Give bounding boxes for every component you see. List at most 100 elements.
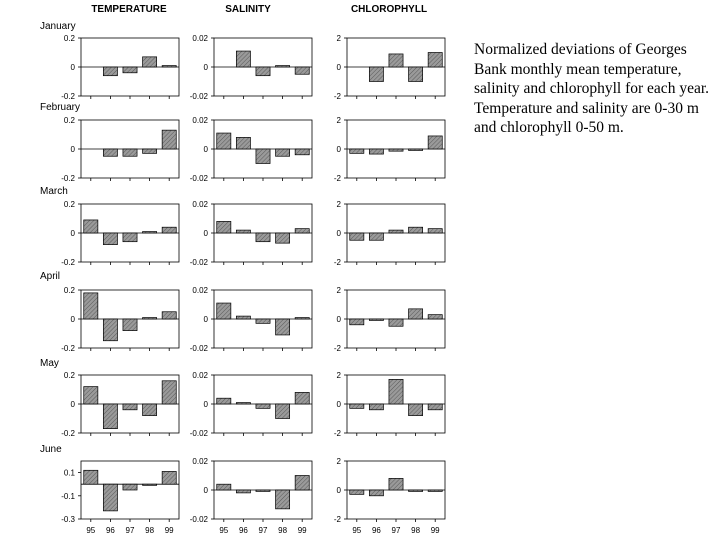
bar-97 <box>122 66 138 74</box>
bar-98 <box>408 308 424 320</box>
bar-96 <box>102 148 118 157</box>
bar-97 <box>388 53 404 68</box>
bar-95 <box>216 302 232 320</box>
x-tick-label: 95 <box>219 526 228 535</box>
bar-96 <box>235 315 251 320</box>
panel-may-salinity: 0.02 0 -0.02 <box>190 371 313 438</box>
y-tick-label: 0 <box>71 315 76 324</box>
figure-caption: Normalized deviations of Georges Bank mo… <box>474 41 710 136</box>
bar-99 <box>427 314 443 320</box>
column-header-chlorophyll: CHLOROPHYLL <box>351 4 427 15</box>
bar-98 <box>142 483 158 486</box>
bar-97 <box>255 232 271 243</box>
bar-95 <box>83 292 99 320</box>
bar-97 <box>122 403 138 411</box>
bar-96 <box>368 318 384 321</box>
bar-98 <box>142 148 158 154</box>
bar-95 <box>349 489 365 495</box>
y-tick-label: 0.2 <box>64 34 76 43</box>
bar-99 <box>427 135 443 150</box>
y-tick-label: -0.2 <box>61 258 75 267</box>
bar-95 <box>83 386 99 405</box>
y-tick-label: 0 <box>71 63 76 72</box>
row-label-january: January <box>40 21 76 32</box>
bar-98 <box>275 148 291 157</box>
bar-96 <box>235 229 251 234</box>
row-label-june: June <box>40 444 62 455</box>
bar-98 <box>142 317 158 320</box>
bar-96 <box>102 66 118 77</box>
y-tick-label: 0 <box>337 63 342 72</box>
y-tick-label: 0.1 <box>64 469 76 478</box>
y-tick-label: 0.2 <box>64 371 76 380</box>
y-tick-label: 0.02 <box>192 286 208 295</box>
bar-96 <box>368 232 384 241</box>
bar-98 <box>142 56 158 68</box>
bar-99 <box>427 228 443 234</box>
y-tick-label: -0.02 <box>190 515 209 524</box>
bar-95 <box>216 483 232 491</box>
bar-99 <box>161 65 177 68</box>
y-tick-label: -0.02 <box>190 344 209 353</box>
bar-98 <box>408 66 424 82</box>
bar-97 <box>122 318 138 331</box>
x-tick-label: 99 <box>298 526 307 535</box>
bar-99 <box>294 148 310 156</box>
y-tick-label: 0 <box>204 400 209 409</box>
y-tick-label: 2 <box>337 286 342 295</box>
bar-96 <box>368 148 384 155</box>
panel-april-chlorophyll: 2 0 -2 <box>334 286 446 353</box>
bar-96 <box>102 232 118 245</box>
y-tick-label: -0.02 <box>190 92 209 101</box>
x-tick-label: 97 <box>259 526 268 535</box>
x-tick-label: 96 <box>106 526 115 535</box>
bar-97 <box>255 148 271 164</box>
bar-97 <box>255 66 271 77</box>
column-header-temperature: TEMPERATURE <box>91 4 167 15</box>
bar-99 <box>294 66 310 75</box>
y-tick-label: 0.2 <box>64 200 76 209</box>
y-tick-label: 2 <box>337 116 342 125</box>
y-tick-label: -0.1 <box>61 492 75 501</box>
y-tick-label: 0 <box>204 229 209 238</box>
x-tick-label: 97 <box>126 526 135 535</box>
bar-98 <box>275 65 291 68</box>
y-tick-label: 0 <box>204 486 209 495</box>
y-tick-label: 0 <box>337 486 342 495</box>
y-tick-label: 0.02 <box>192 34 208 43</box>
bar-97 <box>255 318 271 324</box>
y-tick-label: -2 <box>334 515 342 524</box>
y-tick-label: 0 <box>71 145 76 154</box>
x-tick-label: 99 <box>165 526 174 535</box>
panel-march-temperature: 0.2 0 -0.2 <box>61 200 180 267</box>
panel-april-temperature: 0.2 0 -0.2 <box>61 286 180 353</box>
bar-97 <box>388 148 404 152</box>
y-tick-label: 0 <box>337 229 342 238</box>
y-tick-label: 0.02 <box>192 457 208 466</box>
row-label-may: May <box>40 358 59 369</box>
y-tick-label: 2 <box>337 457 342 466</box>
y-tick-label: 0 <box>337 315 342 324</box>
y-tick-label: -2 <box>334 344 342 353</box>
bar-96 <box>102 318 118 342</box>
x-tick-label: 96 <box>372 526 381 535</box>
y-tick-label: 0 <box>71 229 76 238</box>
bar-98 <box>408 226 424 234</box>
bar-95 <box>216 397 232 405</box>
y-tick-label: -0.3 <box>61 515 75 524</box>
bar-97 <box>122 483 138 491</box>
bar-99 <box>427 52 443 68</box>
panel-may-chlorophyll: 2 0 -2 <box>334 371 446 438</box>
panel-january-temperature: 0.2 0 -0.2 <box>61 34 180 101</box>
row-label-march: March <box>40 186 68 197</box>
bar-98 <box>408 148 424 151</box>
bar-97 <box>388 478 404 491</box>
panel-may-temperature: 0.2 0 -0.2 <box>61 371 180 438</box>
panel-february-salinity: 0.02 0 -0.02 <box>190 116 313 183</box>
y-tick-label: -0.02 <box>190 174 209 183</box>
bar-99 <box>427 403 443 411</box>
bar-98 <box>275 489 291 510</box>
chart-grid: TEMPERATURE SALINITY CHLOROPHYLL January Fe… <box>40 4 446 535</box>
y-tick-label: 0 <box>337 400 342 409</box>
bar-96 <box>235 137 251 150</box>
